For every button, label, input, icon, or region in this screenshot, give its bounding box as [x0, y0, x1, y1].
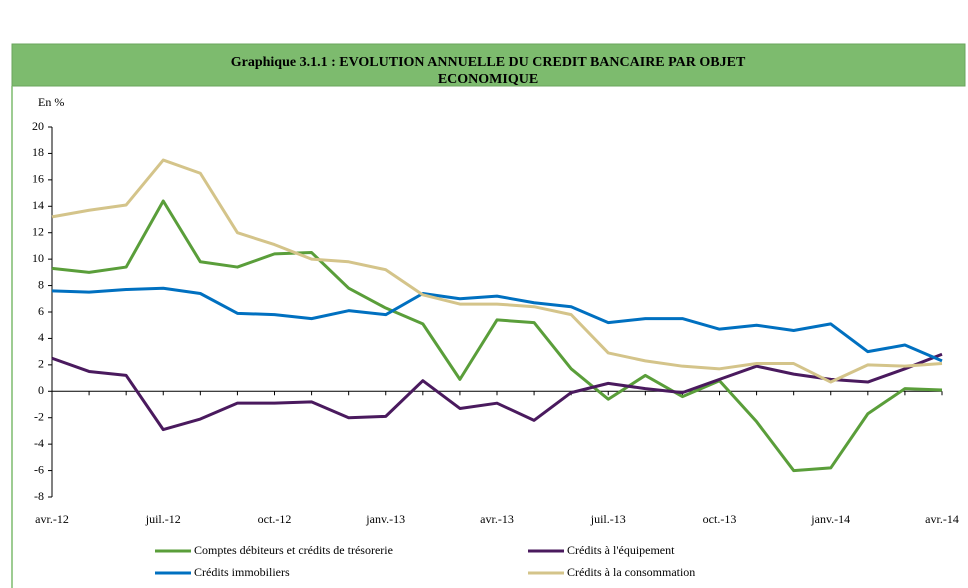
- x-tick-label: janv.-14: [810, 512, 850, 526]
- y-tick-label: 6: [38, 304, 44, 318]
- y-tick-label: 8: [38, 277, 44, 291]
- legend-label: Crédits immobiliers: [194, 565, 290, 579]
- series-line: [51, 199, 943, 473]
- y-tick-label: 2: [38, 357, 44, 371]
- y-tick-label: 20: [32, 119, 44, 133]
- y-tick-label: -6: [34, 462, 44, 476]
- y-tick-label: 4: [38, 330, 44, 344]
- y-tick-label: 14: [32, 198, 44, 212]
- x-tick-label: avr.-14: [925, 512, 959, 526]
- series-line: [51, 286, 943, 363]
- x-tick-label: juil.-12: [145, 512, 181, 526]
- chart-title: Graphique 3.1.1 : EVOLUTION ANNUELLE DU …: [231, 55, 746, 70]
- legend-label: Crédits à l'équipement: [567, 543, 675, 557]
- x-tick-label: avr.-13: [480, 512, 514, 526]
- y-axis-label: En %: [38, 95, 64, 109]
- y-tick-label: 0: [38, 383, 44, 397]
- y-tick-label: 16: [32, 172, 44, 186]
- legend-label: Comptes débiteurs et crédits de trésorer…: [194, 543, 393, 557]
- y-tick-label: 12: [32, 224, 44, 238]
- y-tick-label: -8: [34, 489, 44, 503]
- x-tick-label: oct.-12: [258, 512, 292, 526]
- y-tick-label: 10: [32, 251, 44, 265]
- y-tick-label: -2: [34, 409, 44, 423]
- chart-title: ECONOMIQUE: [438, 72, 538, 87]
- x-tick-label: juil.-13: [590, 512, 626, 526]
- x-tick-label: avr.-12: [35, 512, 69, 526]
- series-line: [51, 158, 943, 384]
- x-tick-label: janv.-13: [365, 512, 405, 526]
- y-tick-label: -4: [34, 436, 44, 450]
- series-line: [51, 352, 943, 432]
- x-tick-label: oct.-13: [703, 512, 737, 526]
- legend-label: Crédits à la consommation: [567, 565, 695, 579]
- y-tick-label: 18: [32, 145, 44, 159]
- header-band: [11, 43, 966, 87]
